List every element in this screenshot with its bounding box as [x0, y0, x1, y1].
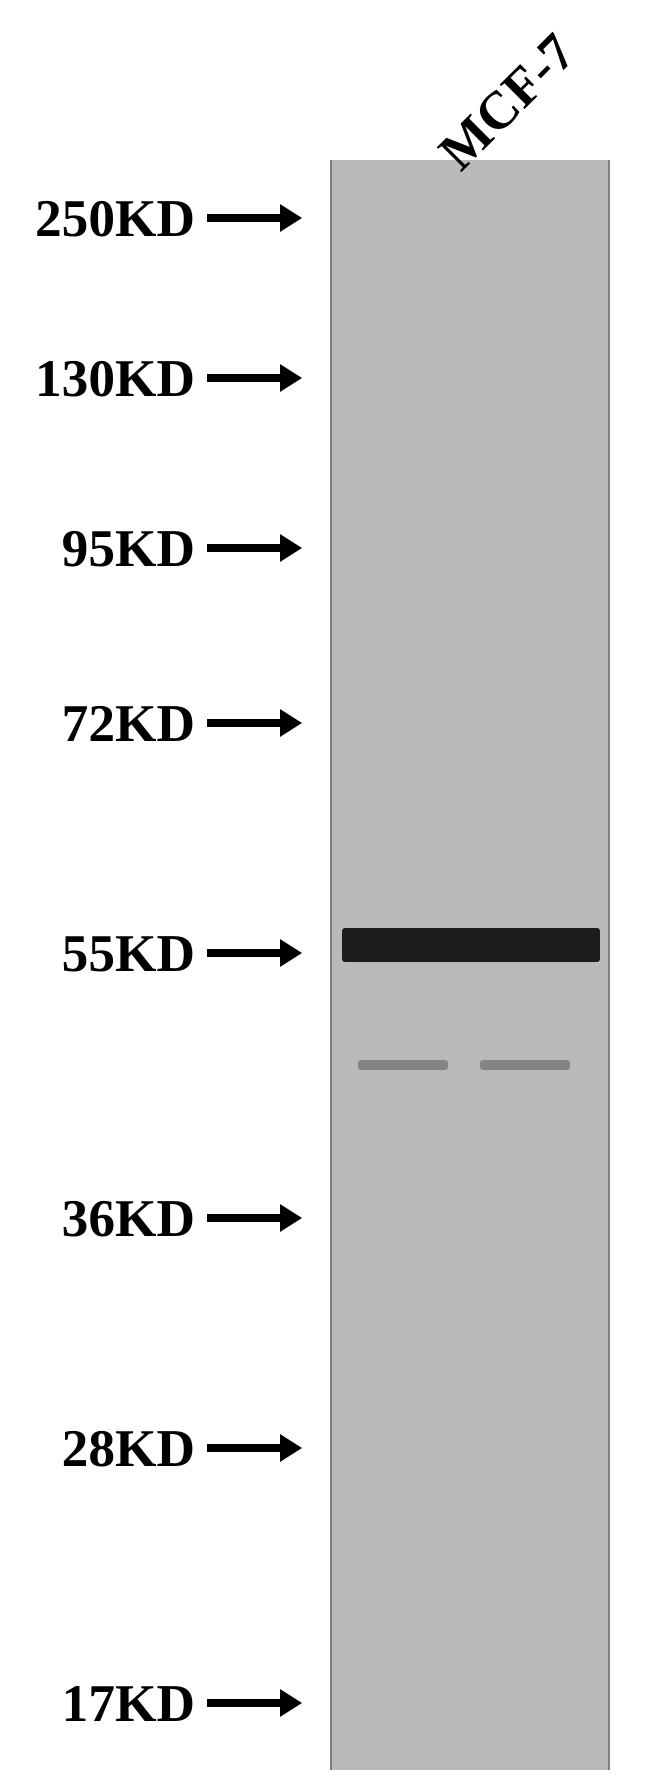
arrow-icon — [207, 1699, 282, 1707]
blot-band — [342, 928, 600, 962]
marker-row: 130KD — [20, 347, 282, 409]
marker-label: 36KD — [20, 1187, 195, 1249]
blot-band — [358, 1060, 448, 1070]
marker-label: 250KD — [20, 187, 195, 249]
marker-row: 28KD — [20, 1417, 282, 1479]
arrow-icon — [207, 1444, 282, 1452]
arrow-icon — [207, 544, 282, 552]
arrow-icon — [207, 719, 282, 727]
marker-label: 95KD — [20, 517, 195, 579]
marker-row: 55KD — [20, 922, 282, 984]
marker-label: 17KD — [20, 1672, 195, 1734]
marker-label: 72KD — [20, 692, 195, 754]
marker-label: 28KD — [20, 1417, 195, 1479]
marker-row: 17KD — [20, 1672, 282, 1734]
blot-band — [480, 1060, 570, 1070]
arrow-icon — [207, 214, 282, 222]
marker-label: 130KD — [20, 347, 195, 409]
marker-row: 95KD — [20, 517, 282, 579]
arrow-icon — [207, 1214, 282, 1222]
arrow-icon — [207, 374, 282, 382]
marker-row: 250KD — [20, 187, 282, 249]
marker-label: 55KD — [20, 922, 195, 984]
marker-row: 72KD — [20, 692, 282, 754]
blot-figure: MCF-7 250KD 130KD 95KD 72KD 55KD 36KD 28KD 17KD — [0, 0, 650, 1786]
blot-lane — [330, 160, 610, 1770]
arrow-icon — [207, 949, 282, 957]
marker-row: 36KD — [20, 1187, 282, 1249]
lane-label: MCF-7 — [426, 21, 587, 182]
